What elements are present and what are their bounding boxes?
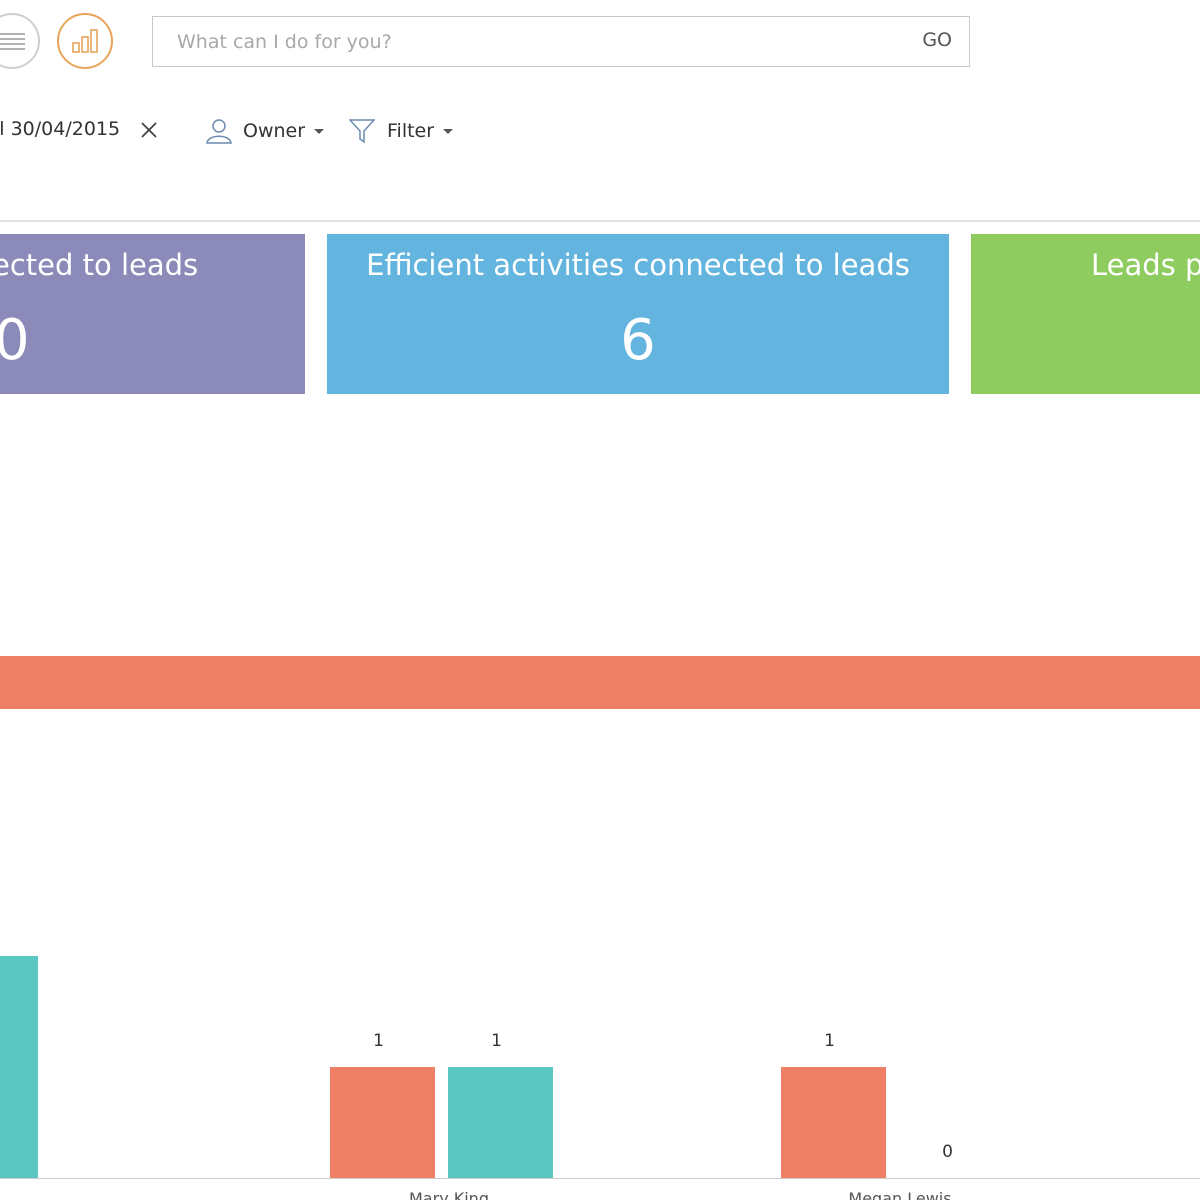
chart-data-label: 1 [491,1031,502,1051]
chart-data-label: 1 [824,1031,835,1051]
chevron-down-icon [314,128,325,134]
user-icon [206,119,232,144]
command-search-box: GO [152,16,970,67]
filter-label: Filter [387,120,435,142]
chart-data-label: 0 [942,1142,953,1162]
chart-header-banner [0,656,1200,709]
chart-bar[interactable] [330,1067,435,1178]
kpi-tile-title: ected to leads [0,248,199,282]
hamburger-menu-icon [0,33,25,50]
chevron-down-icon [443,128,454,134]
kpi-tile-value: 0 [0,308,30,373]
chart-bar[interactable] [448,1067,553,1178]
kpi-tile-value: 6 [620,308,656,373]
chart-category-label: Megan Lewis [848,1189,951,1200]
kpi-tile-title: Leads pr [1091,248,1200,282]
section-divider [0,220,1200,222]
close-icon[interactable] [139,120,159,140]
command-search-input[interactable] [177,27,877,57]
bar-chart-icon [72,29,98,53]
chart-bar[interactable] [0,956,38,1178]
chart-data-label: 1 [373,1031,384,1051]
kpi-tile-leads-processed[interactable]: Leads pr [971,234,1200,394]
chart-category-label: Mary King [409,1189,489,1200]
go-button[interactable]: GO [922,29,952,51]
chart-bar[interactable] [781,1067,886,1178]
analytics-button[interactable] [57,13,113,69]
date-range-value[interactable]: ll 30/04/2015 [0,118,121,140]
kpi-tile-title: Efficient activities connected to leads [366,248,910,282]
kpi-tile-efficient-activities[interactable]: Efficient activities connected to leads … [327,234,949,394]
owner-filter-button[interactable]: Owner [205,118,325,144]
menu-button[interactable] [0,13,40,69]
funnel-icon [349,119,375,144]
owner-filter-label: Owner [243,120,306,142]
filter-button[interactable]: Filter [349,118,454,144]
kpi-tile-activities-connected-to-leads[interactable]: ected to leads 0 [0,234,305,394]
